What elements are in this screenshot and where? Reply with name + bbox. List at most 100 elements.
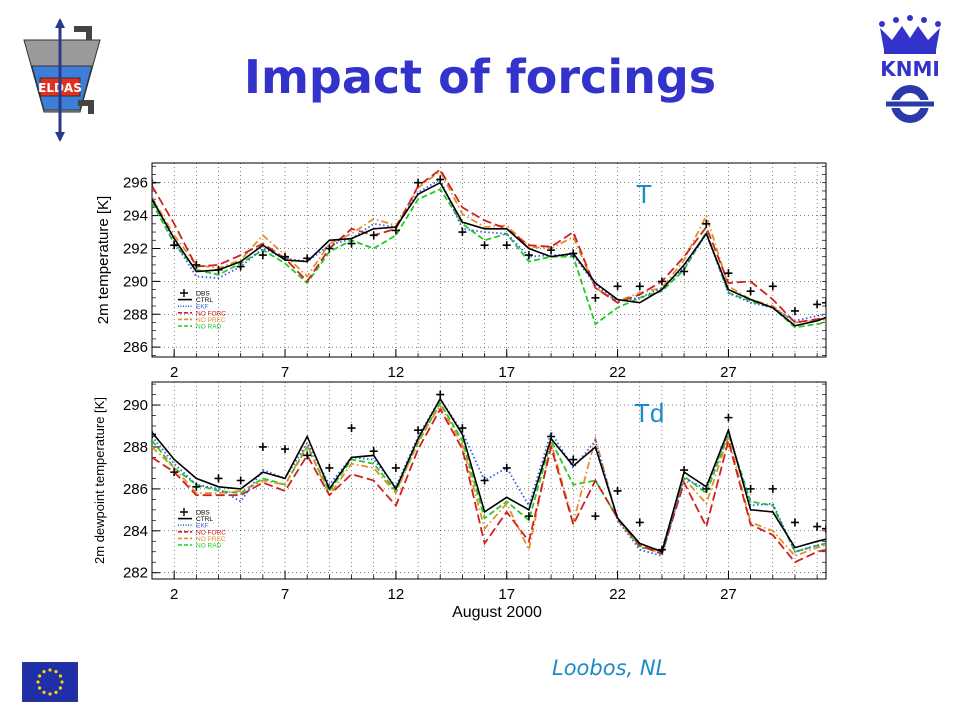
- x-tick-label: 7: [281, 586, 289, 603]
- obs-point: [502, 463, 511, 472]
- obs-point: [391, 226, 400, 235]
- obs-point: [414, 426, 423, 435]
- obs-point: [813, 522, 822, 531]
- obs-point: [281, 445, 290, 454]
- legend-entry: OBS: [196, 291, 210, 298]
- obs-point: [768, 282, 777, 291]
- series-line-no-prec: [152, 403, 826, 557]
- eldas-logo-icon: ELDAS: [23, 18, 101, 142]
- obs-point: [724, 269, 733, 278]
- obs-point: [635, 282, 644, 291]
- obs-point: [214, 474, 223, 483]
- y-tick-label: 292: [123, 240, 148, 257]
- obs-point: [152, 430, 156, 439]
- eu-flag-icon: [22, 662, 78, 702]
- x-tick-label: 22: [609, 586, 626, 603]
- y-tick-label: 294: [123, 208, 148, 225]
- obs-point: [569, 455, 578, 464]
- obs-point: [680, 466, 689, 475]
- obs-point: [303, 254, 312, 263]
- series-line-no-prec: [152, 169, 826, 324]
- obs-point: [613, 282, 622, 291]
- legend-entry: NO PREC: [196, 536, 226, 543]
- x-tick-label: 2: [170, 364, 178, 381]
- obs-point: [391, 463, 400, 472]
- legend-entry: NO RAD: [196, 543, 222, 550]
- y-axis-label: 2m dewpoint temperature [K]: [92, 397, 107, 564]
- obs-point: [524, 512, 533, 521]
- obs-point: [790, 518, 799, 527]
- obs-point: [746, 484, 755, 493]
- x-tick-label: 2: [170, 586, 178, 603]
- legend-entry: EKF: [196, 304, 209, 311]
- obs-point: [680, 267, 689, 276]
- x-tick-label: 27: [720, 586, 737, 603]
- legend-entry: EKF: [196, 523, 209, 530]
- knmi-text: KNMI: [880, 57, 940, 81]
- x-tick-label: 17: [498, 364, 515, 381]
- obs-point: [613, 486, 622, 495]
- series-group: [152, 390, 826, 564]
- y-tick-label: 284: [123, 523, 148, 540]
- obs-point: [702, 219, 711, 228]
- y-tick-label: 290: [123, 273, 148, 290]
- plot-frame: [151, 162, 827, 358]
- plot-frame: [151, 381, 827, 580]
- obs-point: [822, 298, 826, 307]
- obs-point: [281, 252, 290, 261]
- legend-entry: CTRL: [196, 297, 213, 304]
- series-line-no-forc: [152, 407, 826, 564]
- obs-point: [369, 447, 378, 456]
- y-tick-label: 282: [123, 565, 148, 582]
- panel-label: Td: [634, 398, 664, 428]
- obs-point: [790, 306, 799, 315]
- obs-point: [502, 241, 511, 250]
- x-tick-label: 17: [498, 586, 515, 603]
- x-tick-label: 22: [609, 364, 626, 381]
- obs-point: [480, 241, 489, 250]
- page-title: Impact of forcings: [243, 50, 717, 104]
- obs-point: [325, 463, 334, 472]
- obs-point: [591, 512, 600, 521]
- legend-entry: CTRL: [196, 516, 213, 523]
- y-tick-label: 290: [123, 397, 148, 414]
- obs-point: [635, 518, 644, 527]
- legend-swatch: [180, 508, 188, 516]
- obs-point: [192, 482, 201, 491]
- y-tick-label: 288: [123, 306, 148, 323]
- obs-point: [258, 442, 267, 451]
- obs-point: [547, 246, 556, 255]
- legend-entry: NO PREC: [196, 317, 226, 324]
- legend-entry: OBS: [196, 510, 210, 517]
- y-tick-label: 286: [123, 339, 148, 356]
- obs-point: [822, 524, 826, 533]
- panel-label: T: [636, 179, 652, 209]
- obs-point: [214, 265, 223, 274]
- legend-entry: NO FORC: [196, 529, 226, 536]
- series-line-no-rad: [152, 188, 826, 329]
- obs-point: [458, 424, 467, 433]
- legend-swatch: [180, 289, 188, 297]
- obs-point: [369, 231, 378, 240]
- site-label: Loobos, NL: [552, 656, 668, 680]
- obs-point: [325, 244, 334, 253]
- knmi-crown-icon: KNMI: [879, 15, 941, 123]
- obs-point: [170, 468, 179, 477]
- obs-point: [768, 484, 777, 493]
- legend-entry: NO RAD: [196, 324, 222, 331]
- obs-point: [657, 545, 666, 554]
- series-line-ekf: [152, 397, 826, 558]
- obs-point: [746, 287, 755, 296]
- obs-point: [480, 476, 489, 485]
- legend-entry: NO FORC: [196, 310, 226, 317]
- obs-point: [236, 476, 245, 485]
- obs-point: [347, 424, 356, 433]
- obs-point: [547, 432, 556, 441]
- series-line-ctrl: [152, 181, 826, 327]
- obs-point: [170, 241, 179, 250]
- x-axis-label: August 2000: [452, 604, 542, 621]
- obs-point: [236, 262, 245, 271]
